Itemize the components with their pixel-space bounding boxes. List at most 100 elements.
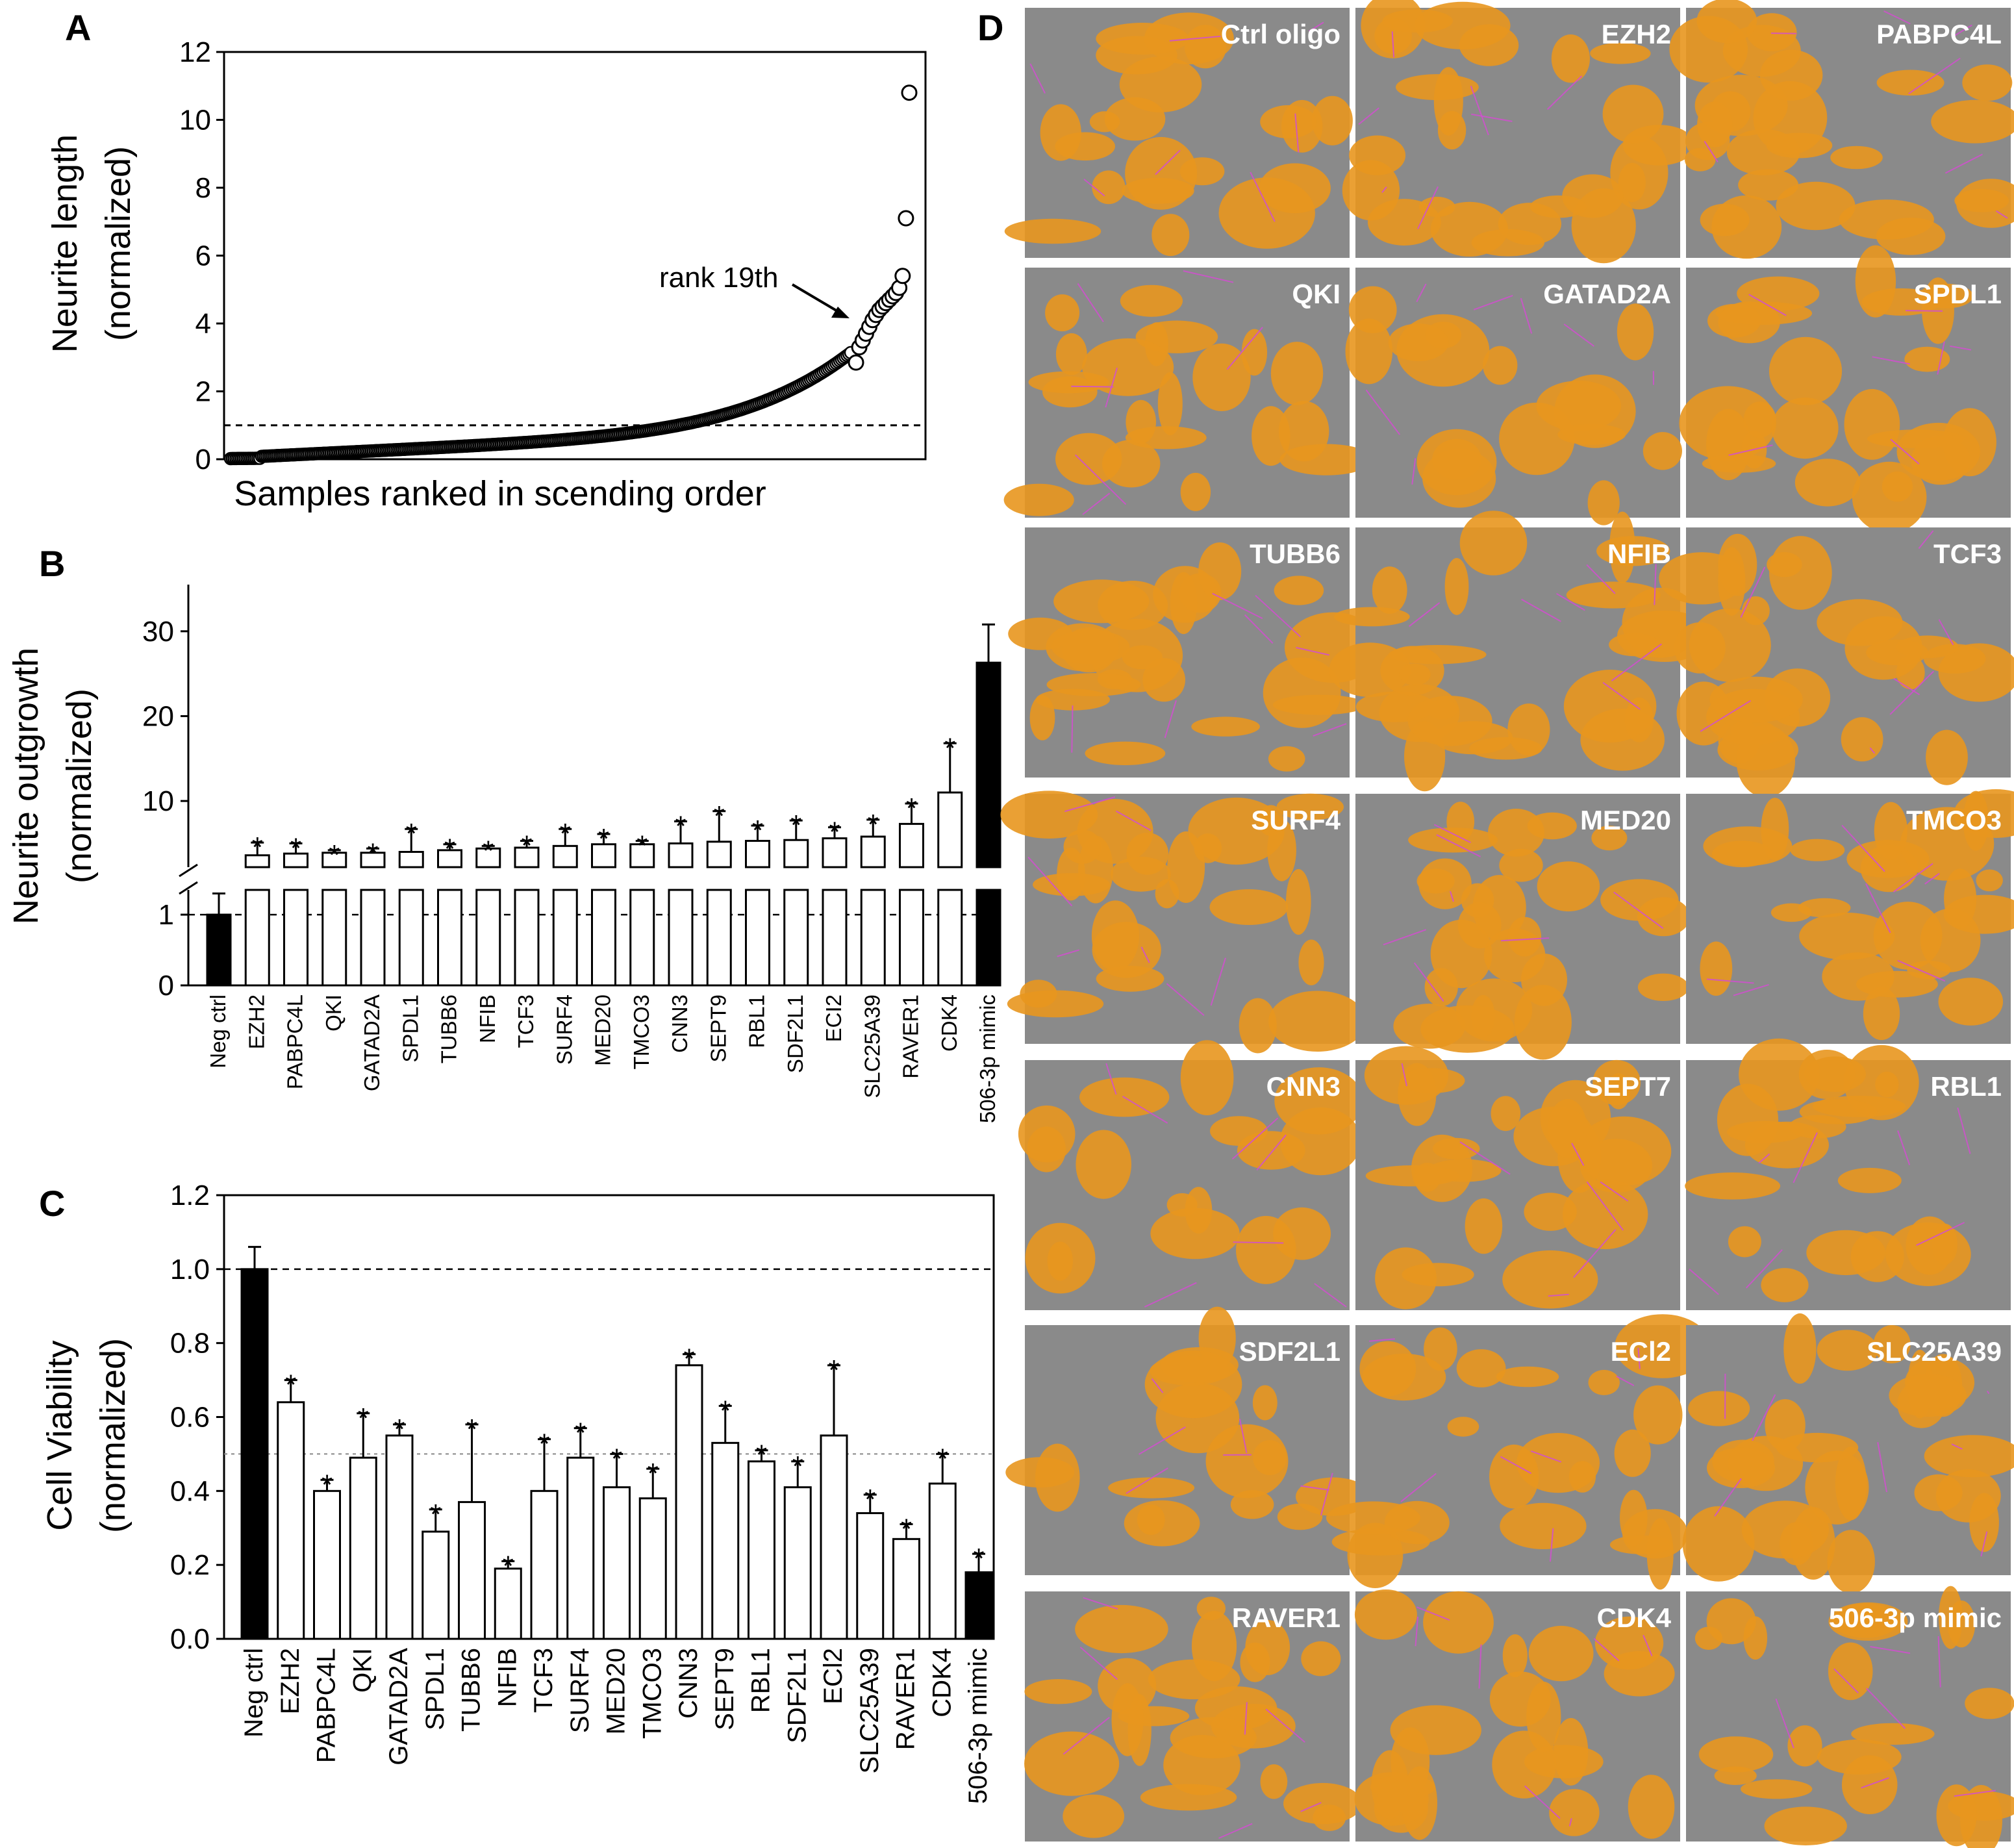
panel-c-category-label: SEPT9 bbox=[711, 1648, 739, 1730]
cell-cluster bbox=[1192, 343, 1251, 412]
neurite-trace bbox=[1637, 1348, 1641, 1369]
panel-c-category-label: PABPC4L bbox=[312, 1648, 341, 1763]
cell-cluster bbox=[1753, 81, 1828, 155]
panel-c-category-label: Neg ctrl bbox=[240, 1648, 268, 1738]
panel-c-bar bbox=[856, 1512, 885, 1640]
cell-cluster bbox=[1046, 623, 1119, 672]
cell-cluster bbox=[1549, 1789, 1600, 1836]
panel-c-significance-star: * bbox=[430, 1499, 441, 1530]
neurite-trace bbox=[1416, 283, 1427, 303]
cell-cluster bbox=[1465, 1198, 1503, 1254]
cell-cluster bbox=[1776, 181, 1856, 231]
micrograph-tile-label: RAVER1 bbox=[1232, 1602, 1341, 1633]
panel-b-significance-star: * bbox=[714, 800, 725, 832]
panel-b-category-label: PABPC4L bbox=[283, 994, 307, 1089]
cell-cluster bbox=[1617, 303, 1654, 361]
cell-cluster bbox=[1873, 902, 1943, 970]
cell-cluster bbox=[1270, 342, 1324, 405]
panel-c-significance-star: * bbox=[321, 1469, 333, 1500]
panel-b-bar-lower bbox=[475, 889, 501, 987]
cell-cluster bbox=[1191, 716, 1260, 737]
cell-cluster bbox=[1108, 1477, 1195, 1499]
micrograph-tile-label: Ctrl oligo bbox=[1221, 19, 1341, 49]
cell-cluster bbox=[1500, 1502, 1587, 1549]
micrograph-tile-label: SPDL1 bbox=[1914, 279, 2002, 309]
cell-cluster bbox=[1333, 607, 1410, 627]
cell-cluster bbox=[1239, 998, 1277, 1054]
micrograph-tile-label: CNN3 bbox=[1266, 1071, 1341, 1102]
panel-c-bar bbox=[494, 1567, 522, 1640]
cell-cluster bbox=[1205, 1424, 1289, 1499]
panel-c-significance-star: * bbox=[901, 1513, 912, 1545]
cell-cluster bbox=[1268, 991, 1366, 1052]
cell-cluster bbox=[1483, 346, 1518, 385]
panel-c-category-label: SURF4 bbox=[566, 1648, 594, 1733]
cell-cluster bbox=[1137, 1504, 1165, 1536]
cell-cluster bbox=[1047, 1241, 1074, 1281]
neurite-trace bbox=[1905, 310, 1943, 312]
panel-c-significance-star: * bbox=[466, 1413, 477, 1445]
cell-cluster bbox=[1566, 581, 1661, 609]
cell-cluster bbox=[1728, 1226, 1761, 1258]
cell-cluster bbox=[1790, 839, 1845, 861]
panel-c-bar bbox=[820, 1434, 848, 1640]
cell-cluster bbox=[1035, 1443, 1080, 1512]
panel-b-category-label: MED20 bbox=[591, 994, 615, 1066]
neurite-trace bbox=[1613, 891, 1664, 930]
neurite-trace bbox=[1244, 614, 1274, 644]
neurite-trace bbox=[1122, 1095, 1168, 1124]
neurite-trace bbox=[1408, 602, 1441, 627]
panel-b-ytick-label: 1 bbox=[158, 899, 174, 931]
panel-b-significance-star: * bbox=[521, 830, 532, 862]
panel-b-category-label: TUBB6 bbox=[437, 994, 461, 1063]
panel-c-ytick-label: 0.8 bbox=[170, 1328, 210, 1360]
micrograph-tile: SLC25A39 bbox=[1682, 1313, 2014, 1594]
cell-cluster bbox=[1628, 1775, 1675, 1839]
neurite-trace bbox=[1950, 345, 1972, 351]
neurite-trace bbox=[1593, 1638, 1620, 1662]
panel-c-bar bbox=[783, 1486, 812, 1640]
panel-b-category-labels: Neg ctrl EZH2 PABPC4L QKI GATAD2A SPDL1 TUBB6 N… bbox=[206, 994, 1000, 1123]
neurite-trace bbox=[1151, 1378, 1164, 1393]
cell-cluster bbox=[1063, 829, 1101, 864]
neurite-trace bbox=[1314, 1283, 1347, 1308]
cell-cluster bbox=[1830, 146, 1883, 170]
cell-cluster bbox=[1637, 973, 1689, 1001]
cell-cluster bbox=[1794, 459, 1860, 507]
cell-cluster bbox=[1024, 1679, 1092, 1704]
panel-b-significance-star: * bbox=[406, 818, 417, 850]
panel-a-xlabel: Samples ranked in scending order bbox=[234, 474, 766, 513]
cell-cluster bbox=[1837, 1167, 1902, 1193]
micrograph-tile-label: SEPT7 bbox=[1585, 1071, 1671, 1102]
neurite-trace bbox=[1568, 1818, 1572, 1827]
cell-cluster bbox=[1367, 199, 1441, 246]
cell-cluster bbox=[1557, 424, 1626, 445]
cell-cluster bbox=[1104, 97, 1166, 141]
panel-c-bar bbox=[240, 1268, 269, 1640]
cell-cluster bbox=[1844, 616, 1922, 680]
neurite-trace bbox=[1889, 670, 1935, 715]
panel-b-ylabel-line1: Neurite outgrowth bbox=[6, 648, 45, 924]
panel-b-category-label: RAVER1 bbox=[899, 994, 923, 1079]
panel-b-category-label: TCF3 bbox=[514, 994, 538, 1048]
cell-cluster bbox=[1889, 1374, 1967, 1417]
panel-letter-c: C bbox=[39, 1183, 65, 1224]
panel-b-significance-star: * bbox=[944, 732, 955, 764]
neurite-trace bbox=[1897, 1130, 1911, 1165]
micrograph-tile: GATAD2A bbox=[1345, 268, 1682, 525]
panel-a-point bbox=[898, 210, 914, 227]
neurite-trace bbox=[1265, 1708, 1305, 1743]
cell-cluster bbox=[1844, 1044, 1919, 1120]
cell-cluster bbox=[1852, 461, 1927, 533]
neurite-trace bbox=[1256, 1134, 1287, 1171]
neurite-trace bbox=[1890, 438, 1920, 465]
cell-cluster bbox=[1805, 1450, 1869, 1525]
panel-b-bar-lower bbox=[668, 889, 694, 987]
micrograph-tile: QKI bbox=[1003, 268, 1374, 518]
cell-cluster bbox=[1046, 673, 1141, 696]
neurite-trace bbox=[1413, 962, 1444, 1002]
neurite-trace bbox=[1748, 294, 1787, 316]
cell-cluster bbox=[1863, 987, 1900, 1041]
panel-c-significance-star: * bbox=[973, 1543, 984, 1575]
neurite-trace bbox=[1954, 1790, 1996, 1797]
